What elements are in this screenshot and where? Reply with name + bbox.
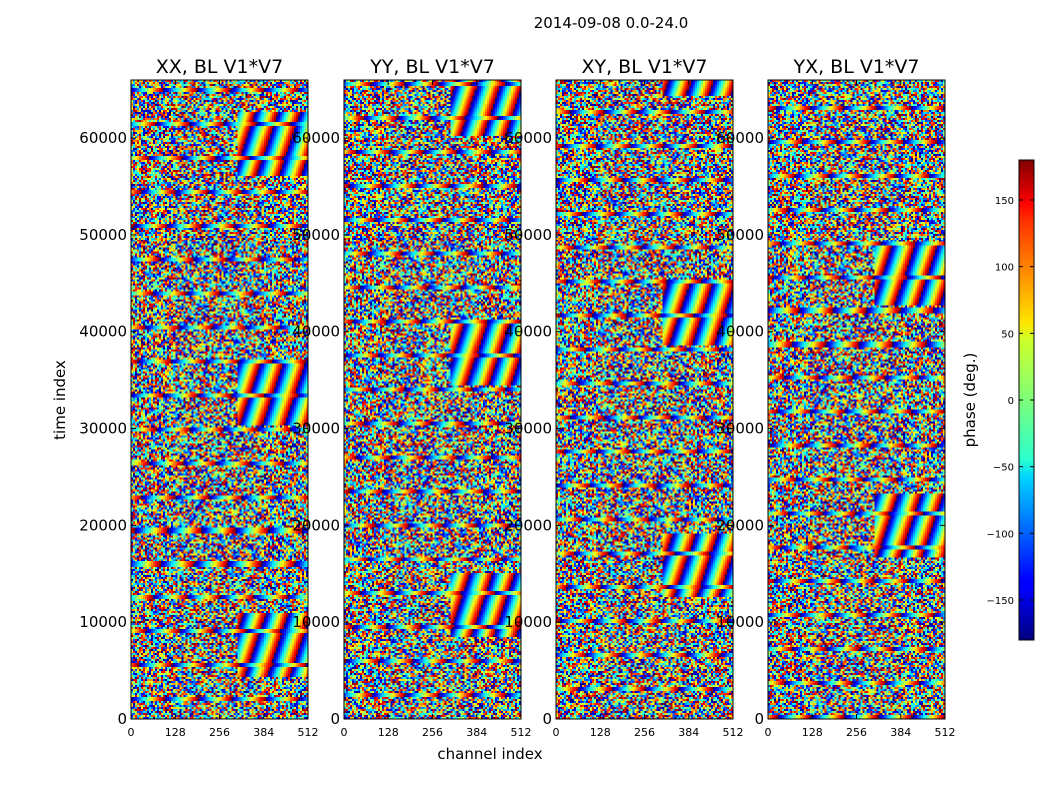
panel-0-title: XX, BL V1*V7 [156, 56, 283, 78]
panel-0: XX, BL V1*V7 0 128 256 384 512 0 10000 20000 3000… [79, 56, 318, 739]
panel-1-xtick-label-3: 384 [466, 726, 487, 739]
panel-0-ytick-label-2: 20000 [79, 516, 127, 534]
panel-0-ytick-label-4: 40000 [79, 323, 127, 341]
figure-title: 2014-09-08 0.0-24.0 [534, 14, 689, 32]
panel-3-ytick-label-4: 40000 [716, 323, 764, 341]
panel-0-ytick-label-6: 60000 [79, 129, 127, 147]
panel-3-ytick-label-0: 0 [754, 710, 764, 728]
panel-0-phase-image [131, 80, 308, 719]
panel-1-xtick-label-4: 512 [511, 726, 532, 739]
colorbar-ticks: −150 −100 −50 0 50 100 150 [987, 196, 1034, 607]
panel-2-ytick-label-5: 50000 [504, 226, 552, 244]
colorbar: −150 −100 −50 0 50 100 150 phase (deg.) [961, 159, 1035, 641]
panel-2-phase-image [556, 80, 733, 719]
x-axis-label: channel index [437, 745, 542, 763]
colorbar-tick-label-1: −100 [987, 529, 1014, 540]
colorbar-tick-label-5: 100 [995, 263, 1014, 274]
panel-3-ytick-label-2: 20000 [716, 516, 764, 534]
colorbar-tick-label-2: −50 [993, 463, 1014, 474]
panel-2-ytick-label-4: 40000 [504, 323, 552, 341]
panel-2: XY, BL V1*V7 0 128 256 384 512 0 10000 20000 3000… [504, 56, 743, 739]
panel-0-xtick-label-0: 0 [128, 726, 135, 739]
panel-0-ytick-label-5: 50000 [79, 226, 127, 244]
panel-0-xtick-label-3: 384 [253, 726, 274, 739]
panel-3: YX, BL V1*V7 0 128 256 384 512 0 10000 20000 3000… [716, 56, 955, 739]
panel-3-title: YX, BL V1*V7 [792, 56, 919, 78]
panel-3-xtick-label-3: 384 [890, 726, 911, 739]
panel-2-ytick-label-1: 10000 [504, 613, 552, 631]
panel-3-ytick-label-6: 60000 [716, 129, 764, 147]
panel-3-ytick-label-1: 10000 [716, 613, 764, 631]
panel-0-xtick-label-4: 512 [298, 726, 319, 739]
panel-2-xtick-label-3: 384 [678, 726, 699, 739]
panel-1-xtick-label-1: 128 [378, 726, 399, 739]
panel-2-ytick-label-3: 30000 [504, 420, 552, 438]
panel-0-xtick-label-1: 128 [165, 726, 186, 739]
y-axis-label: time index [51, 360, 69, 440]
panel-0-ytick-label-0: 0 [117, 710, 127, 728]
panel-1-phase-image [344, 80, 521, 719]
panel-3-xtick-label-1: 128 [802, 726, 823, 739]
panel-1-ytick-label-3: 30000 [292, 420, 340, 438]
panel-2-xtick-label-1: 128 [590, 726, 611, 739]
panel-2-ytick-label-0: 0 [542, 710, 552, 728]
panel-1-ytick-label-0: 0 [330, 710, 340, 728]
colorbar-tick-label-4: 50 [1001, 329, 1014, 340]
panel-2-ytick-label-2: 20000 [504, 516, 552, 534]
panel-1-title: YY, BL V1*V7 [369, 56, 495, 78]
panel-2-xtick-label-0: 0 [553, 726, 560, 739]
panel-1-ytick-label-2: 20000 [292, 516, 340, 534]
colorbar-tick-label-3: 0 [1008, 396, 1014, 407]
panel-1-ytick-label-5: 50000 [292, 226, 340, 244]
panel-1-ytick-label-4: 40000 [292, 323, 340, 341]
panel-0-xtick-label-2: 256 [209, 726, 230, 739]
panel-3-phase-image [768, 80, 945, 719]
colorbar-tick-label-0: −150 [987, 596, 1014, 607]
panel-1-xtick-label-0: 0 [341, 726, 348, 739]
panel-3-ytick-label-3: 30000 [716, 420, 764, 438]
panel-1: YY, BL V1*V7 0 128 256 384 512 0 10000 20000 3000… [292, 56, 531, 739]
panels-group: XX, BL V1*V7 0 128 256 384 512 0 10000 20000 3000… [79, 56, 955, 739]
panel-3-xtick-label-0: 0 [765, 726, 772, 739]
panel-2-xtick-label-2: 256 [634, 726, 655, 739]
panel-2-title: XY, BL V1*V7 [581, 56, 707, 78]
panel-3-ytick-label-5: 50000 [716, 226, 764, 244]
panel-2-ytick-label-6: 60000 [504, 129, 552, 147]
panel-1-ytick-label-1: 10000 [292, 613, 340, 631]
panel-1-ytick-label-6: 60000 [292, 129, 340, 147]
colorbar-tick-label-6: 150 [995, 196, 1014, 207]
panel-0-ytick-label-1: 10000 [79, 613, 127, 631]
panel-2-xtick-label-4: 512 [723, 726, 744, 739]
panel-3-xtick-label-2: 256 [846, 726, 867, 739]
colorbar-label: phase (deg.) [961, 353, 979, 448]
panel-0-ytick-label-3: 30000 [79, 420, 127, 438]
panel-3-xtick-label-4: 512 [935, 726, 956, 739]
panel-1-xtick-label-2: 256 [422, 726, 443, 739]
